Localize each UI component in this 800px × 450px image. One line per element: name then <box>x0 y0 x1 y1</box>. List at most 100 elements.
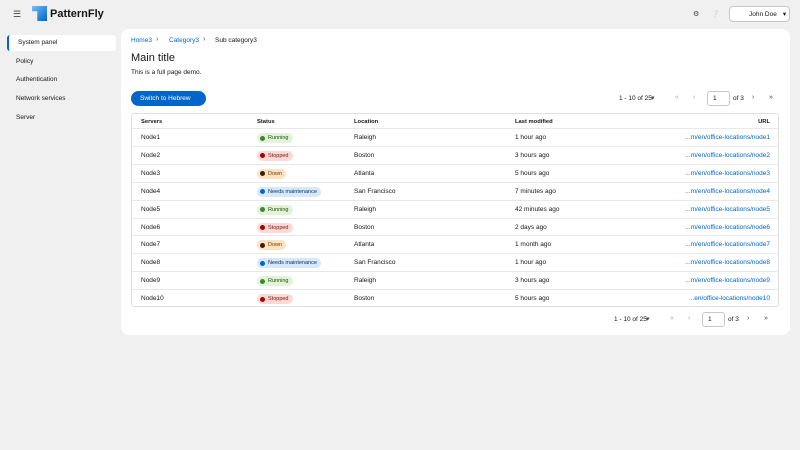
table-cell: Raleigh <box>354 277 377 285</box>
table-header-row: Servers Status Location Last modified URL <box>132 114 778 132</box>
status-label: Down <box>257 168 287 179</box>
user-menu[interactable]: John Doe ▾ <box>729 6 790 22</box>
table-cell: Boston <box>354 295 375 303</box>
table-cell: San Francisco <box>354 187 396 195</box>
table-cell: Boston <box>354 223 375 231</box>
user-name: John Doe <box>749 10 777 18</box>
last-page[interactable]: » <box>769 94 773 101</box>
table-cell: Node10 <box>141 295 164 303</box>
status-label: Needs maintenance <box>257 186 321 197</box>
brand-text: PatternFly <box>50 7 104 20</box>
url-link[interactable]: ...m/en/office-locations/node5 <box>685 205 770 213</box>
table-cell: 5 hours ago <box>515 295 550 303</box>
last-page[interactable]: » <box>764 315 768 322</box>
page-description: This is a full page demo. <box>131 69 202 76</box>
table-cell: 3 hours ago <box>515 277 550 285</box>
status-label: Running <box>257 276 293 287</box>
breadcrumb-separator: › <box>203 36 206 43</box>
url-link[interactable]: ...m/en/office-locations/node7 <box>685 241 770 249</box>
next-page[interactable]: › <box>747 315 750 322</box>
table-row: Node5 Running Raleigh 42 minutes ago ...m/en… <box>132 199 778 218</box>
breadcrumb-item[interactable]: Home3 <box>131 37 152 44</box>
table-cell: 1 month ago <box>515 241 552 249</box>
prev-page[interactable]: ‹ <box>688 315 691 322</box>
menu-toggle[interactable]: ☰ <box>13 9 22 19</box>
range-caret: ▾ <box>646 316 650 323</box>
url-link[interactable]: ...m/en/office-locations/node2 <box>685 151 770 159</box>
page-input[interactable]: 1 <box>702 312 725 327</box>
pagination-range[interactable]: 1 - 10 of 25 <box>614 316 647 323</box>
nav-item[interactable]: Network services <box>16 95 66 103</box>
column-header: Servers <box>141 119 163 125</box>
nav-item[interactable]: Server <box>16 113 36 121</box>
table-row: Node1 Running Raleigh 1 hour ago ...m/en/off… <box>132 128 778 146</box>
table-row: Node3 Down Atlanta 5 hours ago ...m/en/offic… <box>132 163 778 182</box>
status-label: Stopped <box>257 294 293 305</box>
url-link[interactable]: ...m/en/office-locations/node8 <box>685 259 770 267</box>
page-count: of 3 <box>733 95 744 102</box>
url-link[interactable]: ...m/en/office-locations/node9 <box>685 277 770 285</box>
table-cell: Node3 <box>141 169 161 177</box>
table-row: Node8 Needs maintenance San Francisco 1 hou… <box>132 253 778 271</box>
table-cell: Node4 <box>141 187 161 195</box>
page-title: Main title <box>131 52 176 64</box>
status-label: Stopped <box>257 222 293 233</box>
column-header: URL <box>758 119 770 125</box>
table-row: Node6 Stopped Boston 2 days ago ...m/en/offi… <box>132 217 778 236</box>
table-cell: 1 hour ago <box>515 134 547 141</box>
status-label: Stopped <box>257 150 293 161</box>
table-cell: Node1 <box>141 134 161 141</box>
table-cell: Node6 <box>141 223 161 231</box>
status-label: Down <box>257 240 287 251</box>
column-header: Location <box>354 119 379 125</box>
url-link[interactable]: ...m/en/office-locations/node3 <box>685 169 770 177</box>
table-row: Node10 Stopped Boston 5 hours ago ...en/offi… <box>132 289 778 307</box>
table-cell: Raleigh <box>354 205 377 213</box>
table-row: Node2 Stopped Boston 3 hours ago ...m/en/off… <box>132 145 778 164</box>
prev-page[interactable]: ‹ <box>693 94 696 101</box>
first-page[interactable]: « <box>670 315 674 322</box>
table-cell: 42 minutes ago <box>515 205 560 213</box>
next-page[interactable]: › <box>752 94 755 101</box>
pagination-range[interactable]: 1 - 10 of 25 <box>619 95 652 102</box>
status-label: Needs maintenance <box>257 258 321 269</box>
table-cell: Node8 <box>141 259 161 267</box>
help-icon[interactable]: ❔ <box>711 11 720 18</box>
brand[interactable]: PatternFly <box>32 6 104 21</box>
table-cell: San Francisco <box>354 259 396 267</box>
nav-item[interactable]: System panel <box>7 35 116 51</box>
column-header: Status <box>257 119 275 125</box>
switch-button[interactable]: Switch to Hebrew <box>131 91 206 106</box>
table-row: Node4 Needs maintenance San Francisco 7 min… <box>132 181 778 200</box>
page-count: of 3 <box>728 316 739 323</box>
url-link[interactable]: ...m/en/office-locations/node6 <box>685 223 770 231</box>
url-link[interactable]: ...en/office-locations/node10 <box>688 295 770 303</box>
table-cell: 1 hour ago <box>515 259 547 267</box>
table-cell: 5 hours ago <box>515 169 550 177</box>
breadcrumb-item[interactable]: Category3 <box>169 37 199 44</box>
table-row: Node9 Running Raleigh 3 hours ago ...m/en/of… <box>132 271 778 289</box>
table-cell: 2 days ago <box>515 223 547 231</box>
table: Servers Status Location Last modified URL Nod… <box>131 113 779 307</box>
breadcrumb-separator: › <box>156 36 159 43</box>
url-link[interactable]: ...m/en/office-locations/node4 <box>685 187 770 195</box>
table-cell: Raleigh <box>354 134 377 141</box>
table-cell: Boston <box>354 151 375 159</box>
first-page[interactable]: « <box>675 94 679 101</box>
table-cell: Node2 <box>141 151 161 159</box>
table-cell: 7 minutes ago <box>515 187 556 195</box>
url-link[interactable]: ...m/en/office-locations/node1 <box>685 134 770 141</box>
table-row: Node7 Down Atlanta 1 month ago ...m/en/offic… <box>132 235 778 253</box>
page-input[interactable]: 1 <box>707 91 730 106</box>
table-cell: 3 hours ago <box>515 151 550 159</box>
nav-item[interactable]: Policy <box>16 57 34 65</box>
table-cell: Node5 <box>141 205 161 213</box>
breadcrumb-item: Sub category3 <box>215 37 257 44</box>
status-label: Running <box>257 204 293 215</box>
range-caret: ▾ <box>651 95 655 102</box>
nav-item[interactable]: Authentication <box>16 76 58 84</box>
table-cell: Node9 <box>141 277 161 285</box>
settings-icon[interactable]: ⚙ <box>693 11 700 18</box>
column-header: Last modified <box>515 119 553 125</box>
